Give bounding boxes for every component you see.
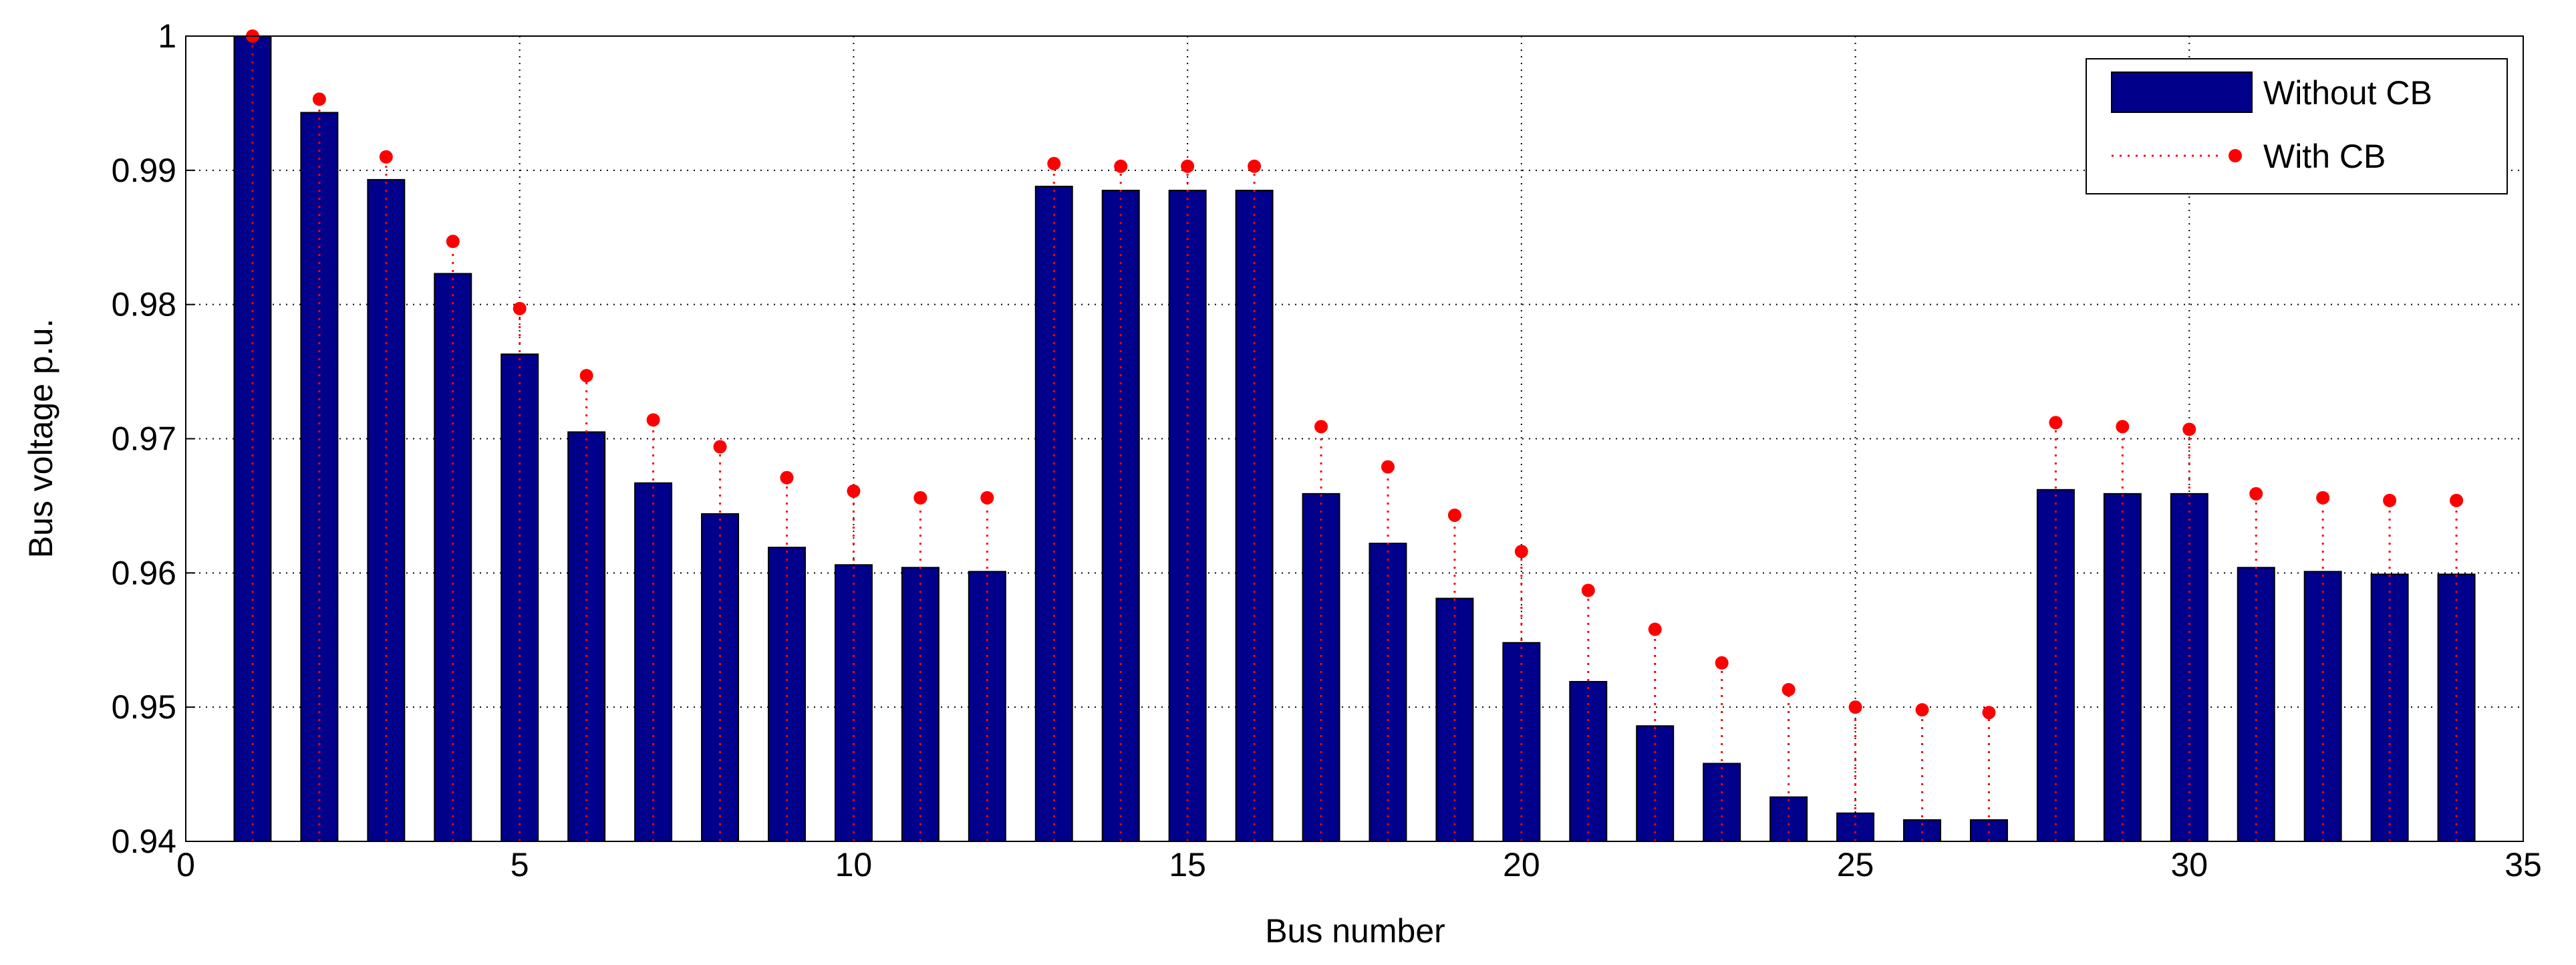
bar <box>634 482 673 842</box>
marker <box>1648 622 1662 636</box>
marker <box>1114 159 1128 173</box>
marker <box>646 413 660 427</box>
bar <box>1903 819 1941 843</box>
axes-box <box>185 35 2524 842</box>
y-axis-label: Bus voltage p.u. <box>22 319 59 559</box>
marker <box>2383 493 2397 507</box>
legend-swatch <box>2229 149 2242 162</box>
marker <box>913 491 927 505</box>
x-tick-label: 30 <box>2170 846 2208 883</box>
marker <box>1915 703 1929 717</box>
bar <box>2103 493 2142 842</box>
x-tick-label: 5 <box>511 846 529 883</box>
y-tick-label: 1 <box>158 17 176 55</box>
y-tick-label: 0.99 <box>112 152 176 189</box>
bar <box>1703 763 1741 843</box>
y-tick-label: 0.94 <box>112 823 176 860</box>
bar <box>1302 493 1340 842</box>
marker <box>980 491 994 505</box>
marker <box>1848 700 1862 714</box>
legend-label: With CB <box>2263 138 2386 175</box>
marker <box>2116 420 2130 434</box>
marker <box>1181 159 1195 173</box>
bar <box>1836 812 1875 842</box>
bar <box>1569 681 1608 843</box>
bar <box>2437 573 2476 842</box>
marker <box>579 369 593 383</box>
bar <box>2370 573 2409 842</box>
marker <box>446 235 460 249</box>
marker <box>312 92 326 106</box>
marker <box>1381 460 1395 474</box>
marker <box>713 440 727 454</box>
marker <box>1248 159 1262 173</box>
x-axis-label: Bus number <box>1265 912 1445 950</box>
x-tick-label: 0 <box>176 846 195 883</box>
marker <box>780 470 794 485</box>
legend-swatch <box>2111 72 2253 113</box>
marker <box>1314 420 1328 434</box>
marker <box>2249 487 2263 501</box>
bar <box>1369 543 1407 843</box>
x-tick-label: 15 <box>1169 846 1206 883</box>
marker <box>2316 491 2330 505</box>
y-tick-label: 0.96 <box>112 554 176 591</box>
bar <box>1769 796 1808 842</box>
marker <box>1982 706 1996 720</box>
marker <box>2450 493 2464 507</box>
marker <box>1047 156 1061 170</box>
x-tick-label: 25 <box>1837 846 1874 883</box>
x-tick-label: 20 <box>1503 846 1540 883</box>
bar <box>1969 819 2008 843</box>
legend-label: Without CB <box>2263 74 2432 112</box>
x-tick-label: 35 <box>2505 846 2542 883</box>
marker <box>1447 508 1461 522</box>
bar <box>567 431 606 842</box>
y-tick-label: 0.97 <box>112 420 176 458</box>
marker <box>2049 416 2063 430</box>
marker <box>1514 545 1528 559</box>
y-tick-label: 0.98 <box>112 286 176 323</box>
marker <box>1581 583 1595 597</box>
bar <box>2170 493 2208 842</box>
bar <box>2036 489 2075 842</box>
marker <box>379 150 393 164</box>
marker <box>1781 683 1796 697</box>
bar <box>1034 185 1073 842</box>
marker <box>1715 656 1729 670</box>
x-tick-label: 10 <box>835 846 873 883</box>
marker <box>513 301 527 315</box>
y-tick-label: 0.95 <box>112 688 176 726</box>
marker <box>2182 422 2196 436</box>
marker <box>847 484 861 498</box>
